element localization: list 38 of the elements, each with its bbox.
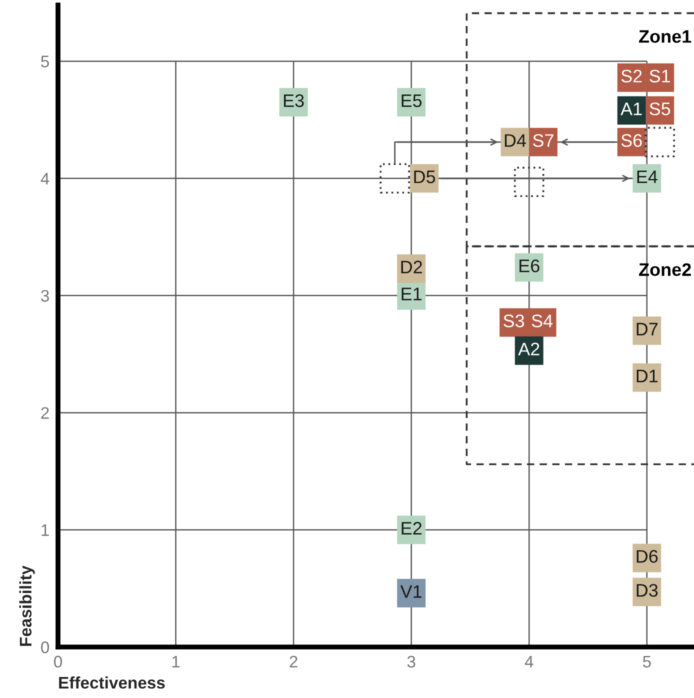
data-label: S7: [533, 134, 554, 147]
data-label: E1: [402, 288, 422, 300]
data-label: S2: [621, 70, 642, 82]
x-tick-label: 2: [290, 656, 298, 668]
data-label: D3: [636, 584, 658, 597]
y-axis-title: Feasibility: [19, 566, 35, 646]
data-label: S3: [504, 314, 524, 328]
data-label: A2: [518, 342, 540, 356]
y-tick-label: 0: [41, 641, 50, 654]
data-label: A1: [620, 102, 642, 116]
data-label: E6: [520, 259, 540, 272]
series-label: Zone1: [639, 30, 692, 43]
data-label: S1: [650, 70, 670, 82]
x-tick-label: 4: [524, 656, 534, 668]
y-tick-label: 4: [40, 172, 50, 184]
data-label: D5: [414, 170, 436, 184]
data-label: D7: [636, 322, 658, 336]
data-label: S4: [532, 314, 553, 328]
data-label: E5: [402, 94, 422, 108]
y-tick-label: 3: [41, 290, 49, 302]
x-tick-label: 5: [642, 656, 651, 668]
x-tick-label: 3: [407, 656, 416, 668]
data-label: D2: [401, 260, 422, 274]
x-tick-label: 0: [54, 656, 62, 668]
data-label: V1: [400, 585, 422, 598]
data-label: D6: [636, 550, 658, 563]
x-axis-title: Effectiveness: [59, 676, 165, 689]
x-tick-label: 1: [172, 656, 180, 668]
data-label: D1: [636, 370, 658, 382]
data-label: D4: [504, 134, 526, 147]
data-label: S5: [650, 102, 670, 116]
y-tick-label: 1: [42, 524, 49, 536]
data-label: E2: [402, 522, 422, 535]
data-label: E3: [284, 94, 304, 108]
data-label: E4: [637, 170, 658, 184]
data-label: S6: [621, 134, 642, 147]
y-tick-label: 2: [41, 407, 49, 419]
y-tick-label: 5: [41, 56, 49, 68]
